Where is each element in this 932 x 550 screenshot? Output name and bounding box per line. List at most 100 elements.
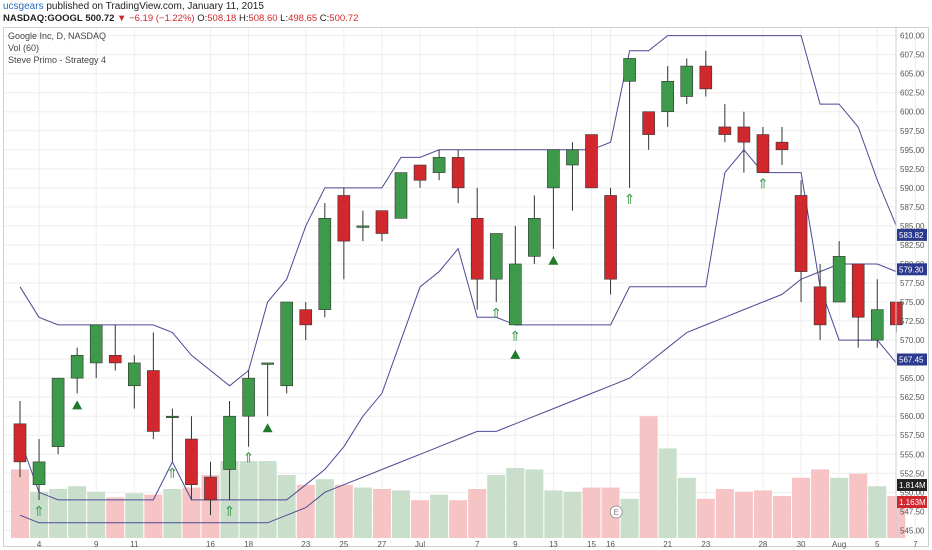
volume-bar <box>677 477 696 538</box>
volume-bar <box>544 490 563 538</box>
volume-bar <box>106 497 125 538</box>
low-value: 498.65 <box>288 13 318 24</box>
buy-arrow-icon: ⇑ <box>490 306 502 322</box>
x-tick-label: 21 <box>663 540 672 549</box>
lower-channel-line <box>19 149 897 501</box>
grid-lines <box>4 28 916 538</box>
volume-bar <box>715 489 734 538</box>
buy-arrow-icon: ⇑ <box>243 451 255 467</box>
y-tick-label: 585.00 <box>900 222 925 231</box>
buy-arrow-icon: ⇑ <box>167 466 179 482</box>
price-tag-label: 583.82 <box>899 231 924 240</box>
y-tick-label: 592.50 <box>900 165 925 174</box>
volume-bar <box>506 468 525 538</box>
candle-body <box>737 126 751 143</box>
event-marker-label: E <box>614 508 619 517</box>
candle-body <box>775 141 789 151</box>
volume-bar <box>11 469 29 538</box>
candle-body <box>337 195 351 242</box>
signal-triangle-icon <box>72 400 83 410</box>
volume-bar <box>68 486 87 538</box>
candle-body <box>718 126 732 135</box>
y-axis: 545.00 547.50 550.00 552.50 555.00 557.50 560.… <box>895 28 925 538</box>
volume-bar <box>334 484 353 538</box>
volume-bar <box>620 498 639 538</box>
publisher-name[interactable]: ucsgears <box>3 1 44 12</box>
y-tick-label: 562.50 <box>900 393 925 402</box>
candle-body <box>699 65 713 90</box>
candle-body <box>756 134 770 173</box>
y-tick-label: 600.00 <box>900 108 925 117</box>
candle-body <box>185 438 198 486</box>
volume-bar <box>144 494 163 538</box>
volume-bar <box>753 490 772 538</box>
candle-body <box>451 157 465 189</box>
x-tick-label: Jul <box>415 540 425 549</box>
svg-text:⇑: ⇑ <box>624 192 636 208</box>
price-tag: 579.30 <box>897 263 927 276</box>
high-value: 508.60 <box>248 13 278 24</box>
volume-bar <box>792 477 811 538</box>
volume-bar <box>696 498 715 538</box>
svg-text:⇑: ⇑ <box>33 504 45 520</box>
y-tick-label: 602.50 <box>900 89 925 98</box>
candle-body <box>528 217 541 257</box>
price-tag: 583.82 <box>897 228 927 241</box>
volume-bar <box>296 484 315 538</box>
x-tick-label: 23 <box>301 540 310 549</box>
signal-triangle-icon <box>548 255 559 265</box>
volume-tag-label: 1.163M <box>899 498 926 507</box>
candle-body <box>832 256 846 303</box>
y-tick-label: 597.50 <box>900 127 925 136</box>
price-tag-label: 579.30 <box>899 265 924 274</box>
x-tick-label: 15 <box>587 540 596 549</box>
volume-bar <box>372 489 391 538</box>
candle-body <box>623 58 636 82</box>
x-tick-label: 16 <box>206 540 215 549</box>
published-text: published on TradingView.com, January 11… <box>46 1 264 12</box>
x-tick-label: 4 <box>37 540 42 549</box>
candle-body <box>432 157 446 173</box>
svg-text:⇑: ⇑ <box>243 451 255 467</box>
chart-frame[interactable] <box>3 27 929 547</box>
signal-triangle-icon <box>262 423 273 433</box>
svg-text:⇑: ⇑ <box>167 466 179 482</box>
candle-body <box>547 149 560 189</box>
x-tick-label: 7 <box>913 540 918 549</box>
x-tick-label: 5 <box>875 540 880 549</box>
candle-body <box>813 286 827 326</box>
open-value: 508.18 <box>207 13 237 24</box>
volume-bar <box>353 487 372 538</box>
volume-bar <box>411 500 430 538</box>
y-tick-label: 605.00 <box>900 70 925 79</box>
volume-bar <box>30 491 49 538</box>
candle-body <box>299 309 313 326</box>
candle-body <box>223 415 236 470</box>
volume-bar <box>773 496 791 538</box>
y-tick-label: 565.00 <box>900 374 925 383</box>
svg-text:⇑: ⇑ <box>509 329 521 345</box>
close-label: C: <box>319 13 330 24</box>
x-tick-label: 9 <box>513 540 518 549</box>
symbol: NASDAQ:GOOGL <box>3 13 83 24</box>
candle-body <box>375 210 389 234</box>
candle-body <box>870 309 884 341</box>
buy-arrow-icon: ⇑ <box>624 192 636 208</box>
candle-body <box>356 225 370 228</box>
svg-text:⇑: ⇑ <box>757 177 769 193</box>
y-tick-label: 557.50 <box>900 431 925 440</box>
legend-strategy: Steve Primo - Strategy 4 <box>8 55 107 65</box>
earnings-event-icon: E <box>609 505 623 519</box>
x-tick-label: 13 <box>549 540 558 549</box>
price-tag-label: 567.45 <box>899 356 924 365</box>
y-tick-label: 552.50 <box>900 469 925 478</box>
candle-body <box>394 172 408 219</box>
volume-bar <box>582 487 601 538</box>
y-tick-label: 560.00 <box>900 412 925 421</box>
buy-arrow-icon: ⇑ <box>33 504 45 520</box>
x-tick-label: 28 <box>758 540 767 549</box>
upper-channel-line <box>19 35 897 387</box>
signal-triangle-icon <box>510 349 521 359</box>
y-tick-label: 547.50 <box>900 507 925 516</box>
